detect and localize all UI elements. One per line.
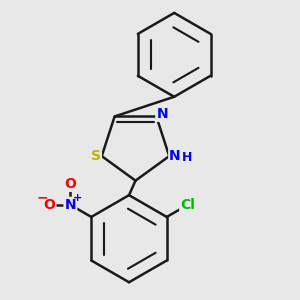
Text: N: N — [169, 149, 181, 163]
Text: H: H — [182, 151, 192, 164]
Text: N: N — [156, 107, 168, 121]
Text: Cl: Cl — [180, 198, 195, 212]
Text: O: O — [44, 198, 55, 212]
Text: −: − — [37, 191, 48, 205]
Text: +: + — [73, 193, 82, 203]
Text: N: N — [64, 198, 76, 212]
Text: O: O — [64, 177, 76, 191]
Text: S: S — [91, 149, 101, 163]
